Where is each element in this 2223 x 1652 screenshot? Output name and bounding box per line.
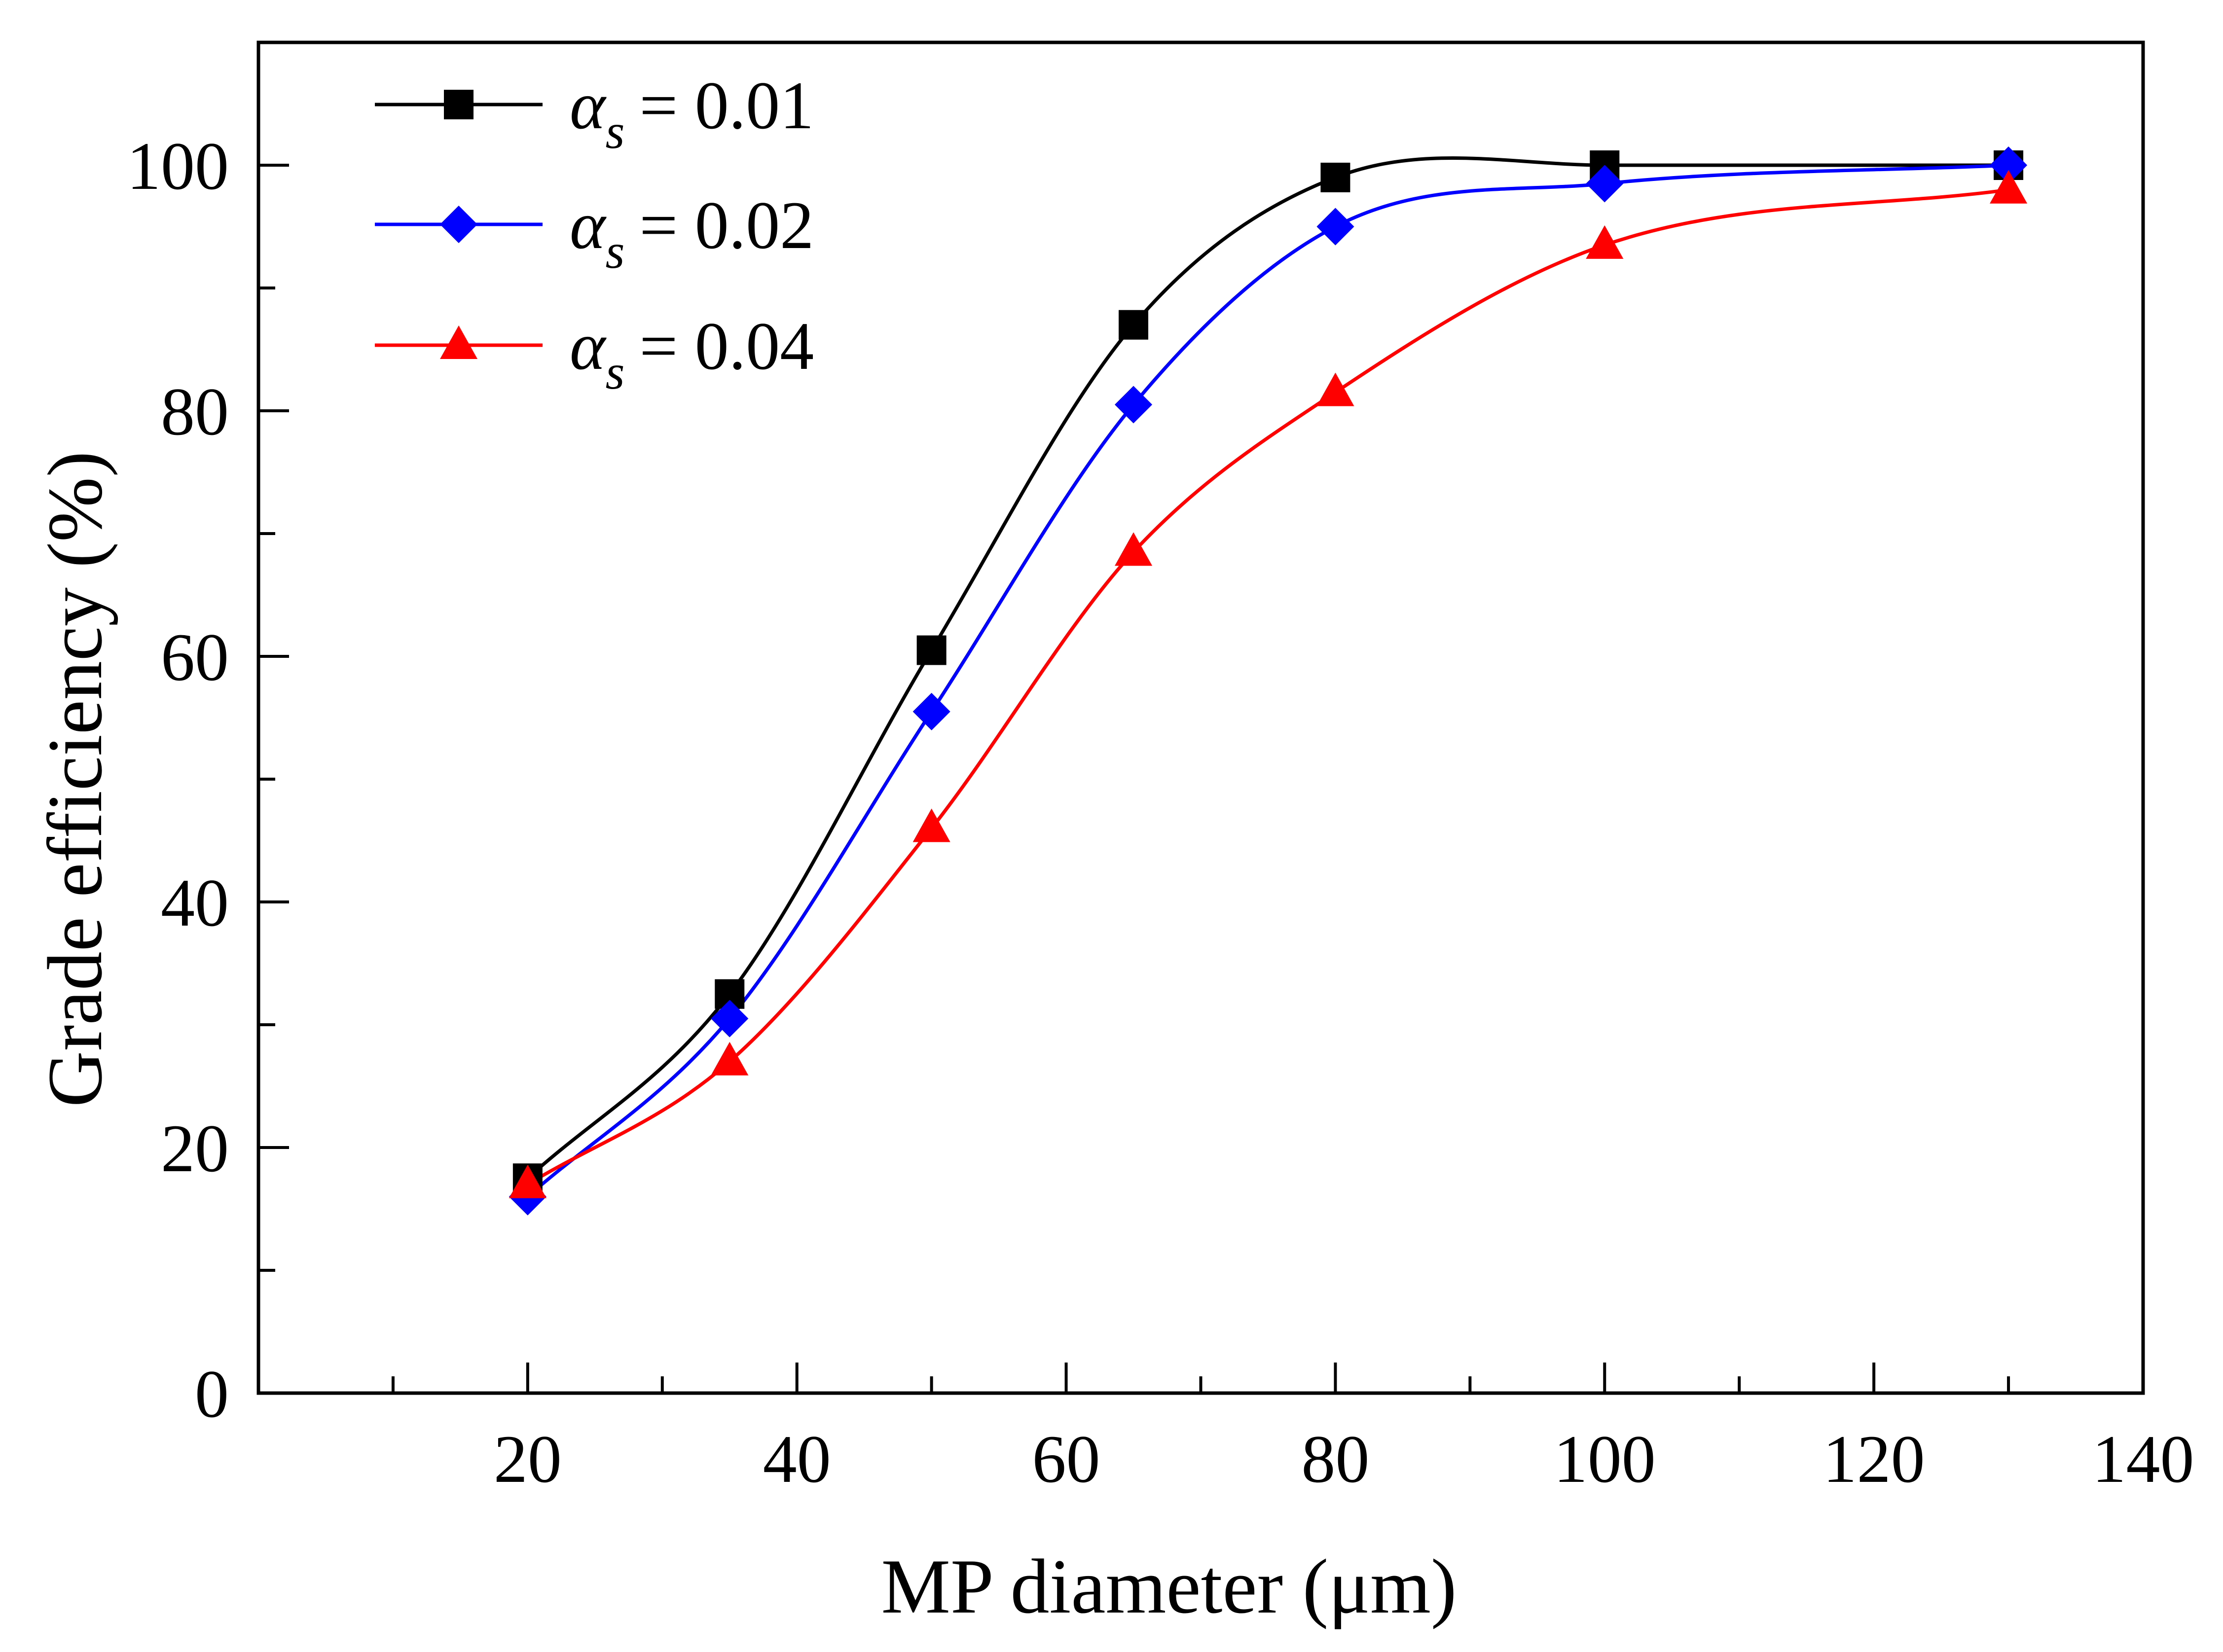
x-tick-label: 80 <box>1301 1421 1369 1497</box>
x-tick-label: 100 <box>1554 1421 1656 1497</box>
data-point-triangle <box>1586 225 1624 259</box>
legend-symbol: α <box>570 68 607 143</box>
legend-marker-square <box>444 90 474 119</box>
legend-label: αs = 0.04 <box>570 308 814 399</box>
x-tick-label: 120 <box>1823 1421 1925 1497</box>
y-tick-label: 60 <box>161 619 229 695</box>
data-point-triangle <box>1316 372 1354 406</box>
data-point-diamond <box>1990 146 2028 184</box>
x-tick-label: 40 <box>763 1421 831 1497</box>
data-point-diamond <box>711 1000 749 1038</box>
data-point-triangle <box>711 1041 749 1076</box>
data-point-diamond <box>1586 165 1624 203</box>
legend-value: = 0.02 <box>639 187 814 263</box>
y-tick-label: 20 <box>161 1111 229 1186</box>
legend-marker-triangle <box>440 325 477 359</box>
legend-subscript: s <box>605 224 624 279</box>
data-point-triangle <box>912 808 950 842</box>
x-tick-label: 140 <box>2092 1421 2194 1497</box>
legend-value: = 0.04 <box>639 308 814 384</box>
data-point-triangle <box>1115 532 1153 566</box>
series-markers <box>509 146 2028 1216</box>
x-axis-title: MP diameter (μm) <box>881 1544 1457 1630</box>
y-tick-label: 40 <box>161 865 229 940</box>
legend-label: αs = 0.02 <box>570 187 814 279</box>
x-tick-label: 60 <box>1032 1421 1100 1497</box>
y-tick-label: 100 <box>127 128 229 204</box>
data-point-square <box>1119 310 1149 340</box>
legend-label: αs = 0.01 <box>570 68 814 159</box>
legend-subscript: s <box>605 104 624 159</box>
legend-marker-diamond <box>440 206 477 243</box>
x-tick-label: 20 <box>494 1421 562 1497</box>
data-point-diamond <box>1316 208 1354 246</box>
legend-symbol: α <box>570 308 607 384</box>
data-point-diamond <box>912 693 950 731</box>
y-tick-label: 0 <box>195 1356 229 1432</box>
data-point-triangle <box>509 1164 547 1198</box>
data-point-triangle <box>1990 170 2028 204</box>
y-axis-ticks: 0 20 40 60 80 100 <box>127 128 289 1432</box>
legend-symbol: α <box>570 187 607 263</box>
y-axis-title: Grade efficiency (%) <box>32 451 118 1108</box>
y-tick-label: 80 <box>161 374 229 449</box>
data-point-square <box>1320 162 1350 192</box>
legend-value: = 0.01 <box>639 68 814 143</box>
data-point-diamond <box>1115 386 1153 424</box>
legend-subscript: s <box>605 345 624 399</box>
data-point-square <box>916 635 947 665</box>
x-axis-ticks: 20 40 60 80 100 120 140 <box>391 1363 2194 1497</box>
